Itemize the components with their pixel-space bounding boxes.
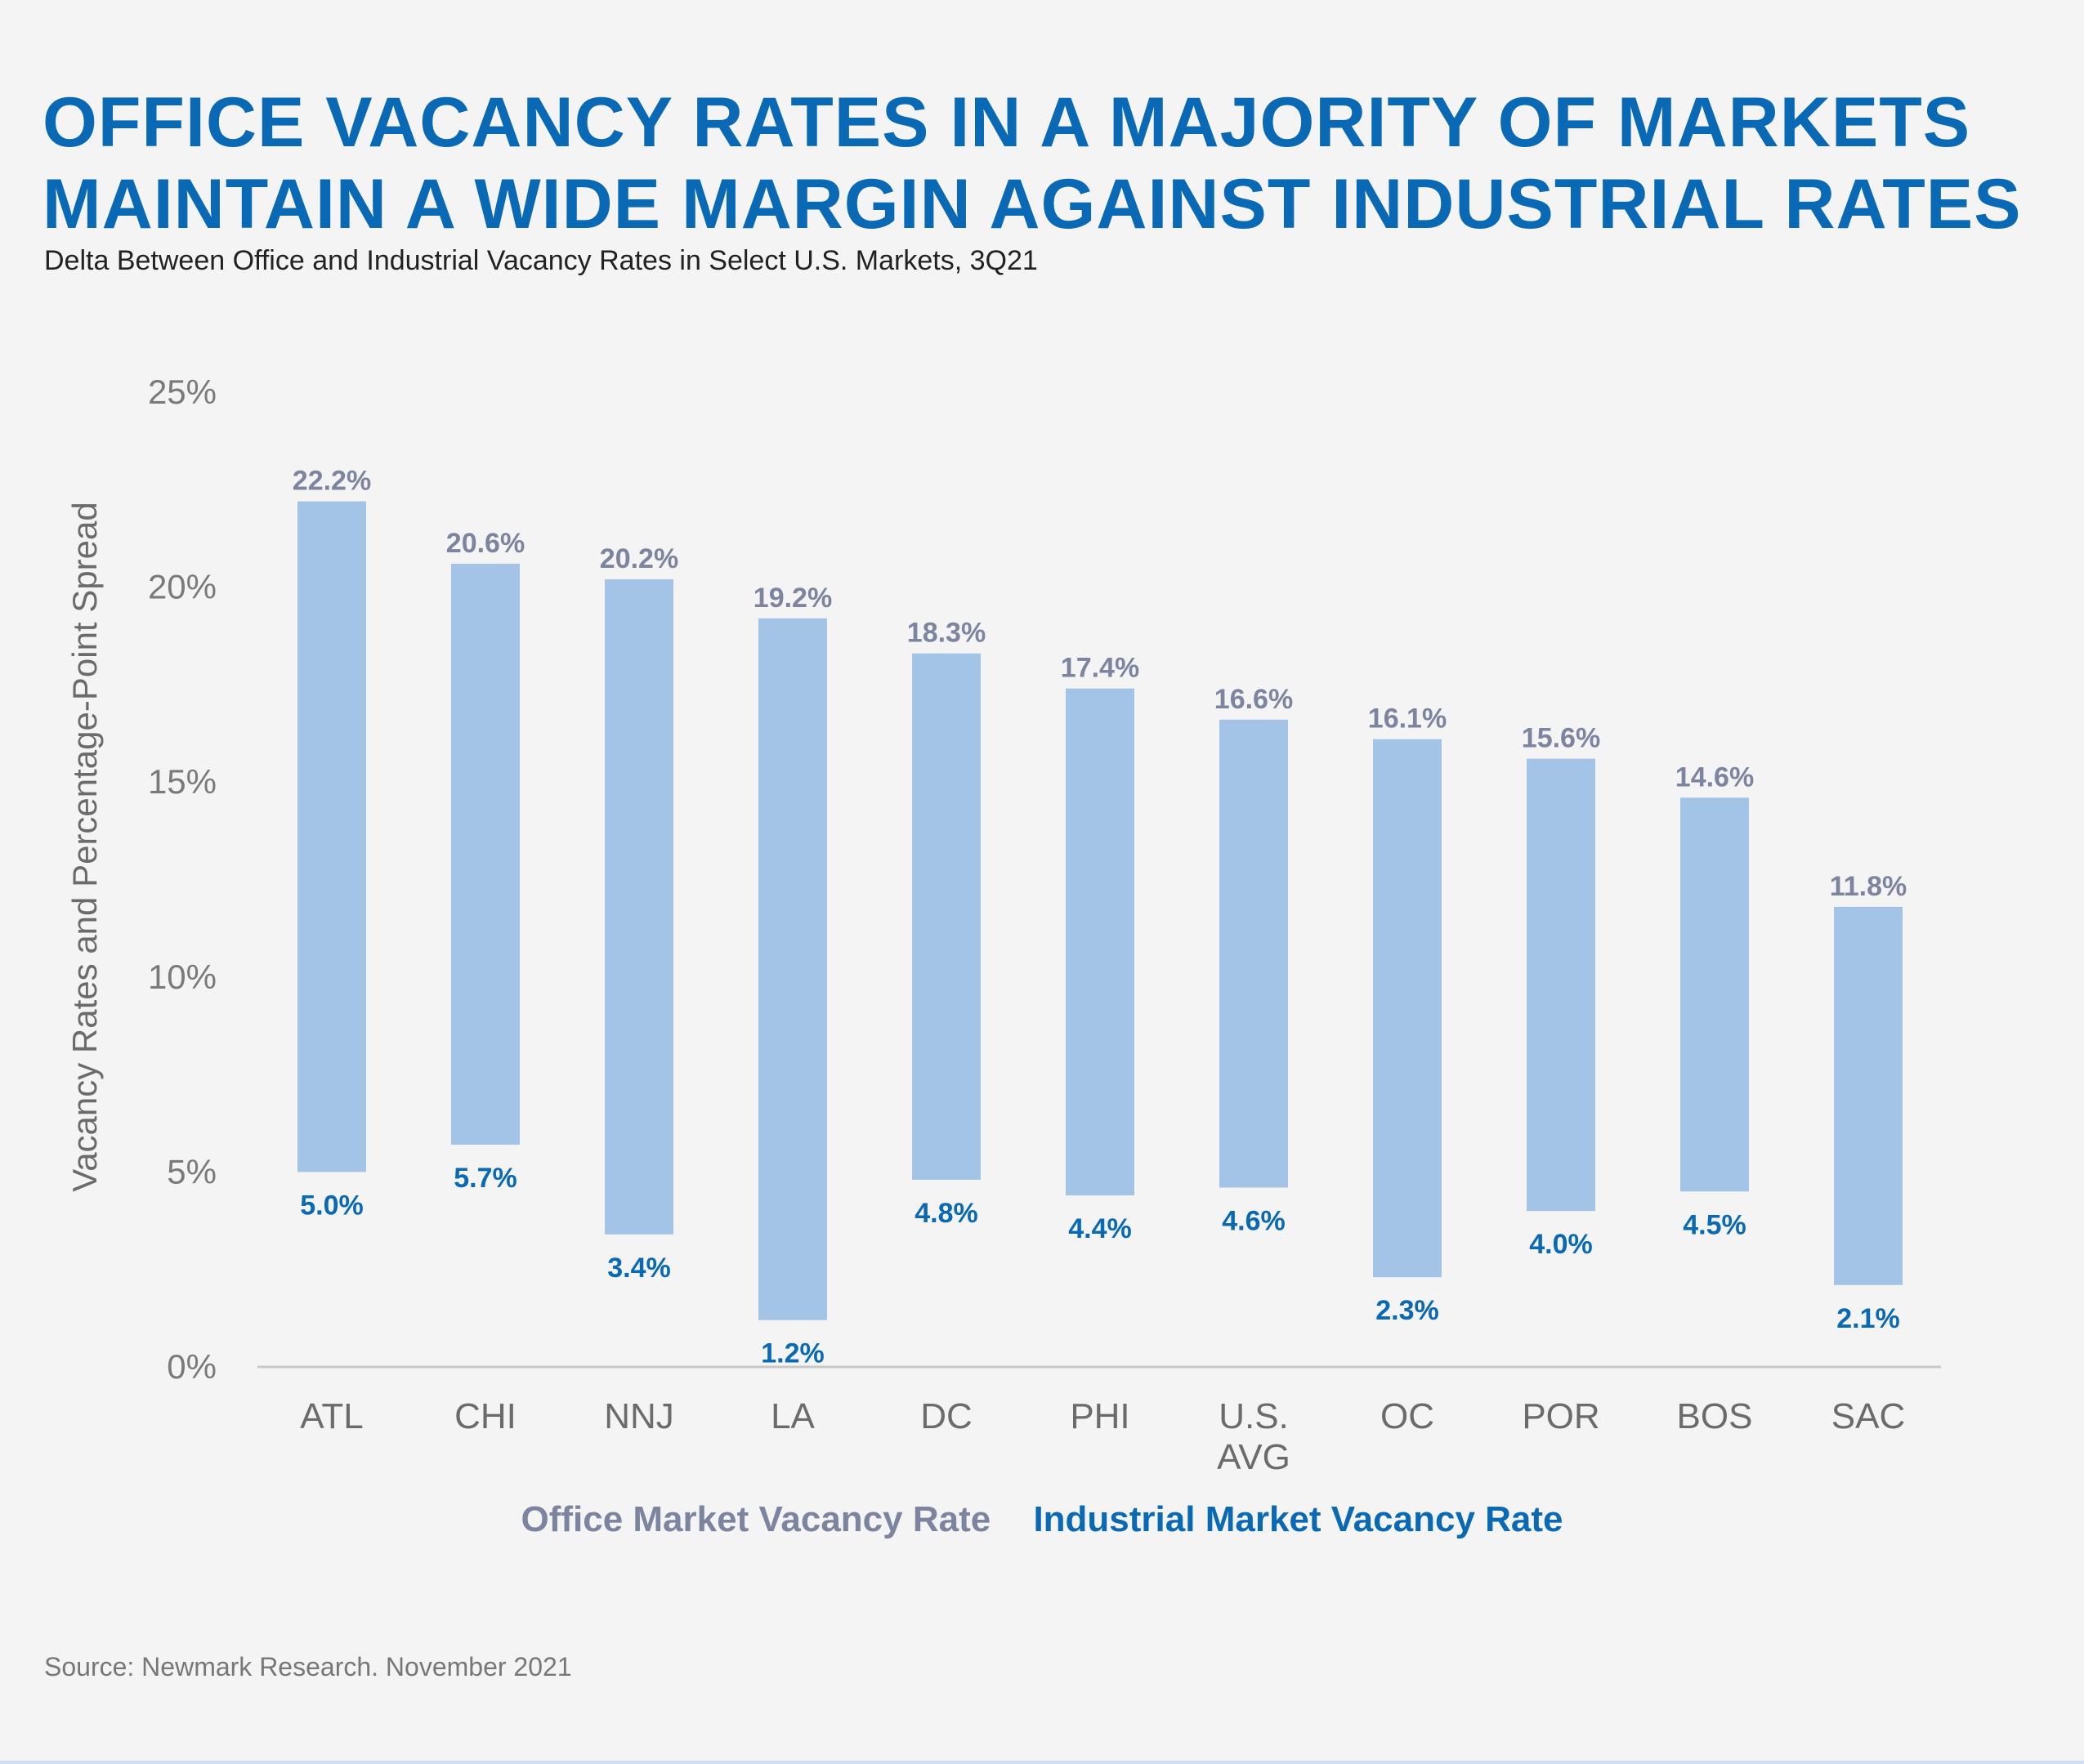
- office-value-label: 20.6%: [446, 528, 525, 559]
- office-value-label: 22.2%: [293, 466, 371, 497]
- office-value-label: 18.3%: [907, 618, 986, 649]
- bar-range: [758, 618, 827, 1320]
- industrial-value-label: 1.2%: [761, 1338, 825, 1369]
- bar-range: [1527, 758, 1595, 1212]
- x-tick-label: PHI: [1070, 1396, 1129, 1436]
- x-tick-label: NNJ: [604, 1396, 674, 1436]
- source-note: Source: Newmark Research. November 2021: [44, 1652, 572, 1681]
- y-tick-label: 15%: [148, 762, 217, 801]
- legend: Office Market Vacancy Rate Industrial Ma…: [0, 1499, 2084, 1540]
- legend-industrial: Industrial Market Vacancy Rate: [1033, 1499, 1563, 1539]
- industrial-value-label: 3.4%: [607, 1253, 671, 1284]
- x-tick-label: SAC: [1831, 1396, 1905, 1436]
- office-value-label: 19.2%: [754, 583, 832, 614]
- chart-subtitle: Delta Between Office and Industrial Vaca…: [44, 245, 1038, 276]
- bar-range: [1834, 906, 1903, 1285]
- x-tick-label: AVG: [1217, 1437, 1290, 1477]
- y-tick-label: 0%: [167, 1347, 217, 1386]
- office-value-label: 14.6%: [1675, 761, 1754, 793]
- office-value-label: 17.4%: [1061, 653, 1139, 684]
- vacancy-chart: 0% 5% 10% 15% 20% 25% Vacancy Rates and Percen…: [65, 373, 1941, 1477]
- bar-range: [297, 501, 366, 1172]
- x-tick-label: DC: [920, 1396, 973, 1436]
- y-axis-label: Vacancy Rates and Percentage-Point Sprea…: [65, 502, 104, 1191]
- industrial-value-label: 2.3%: [1375, 1295, 1439, 1326]
- bar-range: [912, 653, 981, 1180]
- office-value-label: 11.8%: [1830, 871, 1907, 902]
- industrial-value-label: 5.0%: [300, 1190, 364, 1221]
- bar-range: [1680, 797, 1749, 1192]
- bottom-rule: [0, 1761, 2084, 1764]
- chart-title: OFFICE VACANCY RATES IN A MAJORITY OF MA…: [42, 82, 2045, 245]
- y-tick-label: 25%: [148, 373, 217, 411]
- industrial-value-label: 4.8%: [915, 1198, 978, 1229]
- legend-office: Office Market Vacancy Rate: [521, 1499, 991, 1539]
- x-tick-label: CHI: [454, 1396, 517, 1436]
- bar-range: [1373, 739, 1442, 1278]
- bar-range: [605, 579, 673, 1235]
- bar-range: [1219, 719, 1288, 1188]
- x-tick-label: POR: [1522, 1396, 1599, 1436]
- x-tick-label: BOS: [1677, 1396, 1753, 1436]
- title-line-1: OFFICE VACANCY RATES IN A MAJORITY OF MA…: [42, 83, 1971, 162]
- office-value-label: 15.6%: [1522, 723, 1600, 754]
- bar-range: [451, 563, 520, 1145]
- industrial-value-label: 4.0%: [1529, 1229, 1593, 1260]
- industrial-value-label: 5.7%: [454, 1163, 517, 1194]
- y-tick-label: 10%: [148, 958, 217, 996]
- x-tick-label: LA: [771, 1396, 815, 1436]
- y-tick-label: 20%: [148, 568, 217, 606]
- x-tick-label: U.S.: [1219, 1396, 1289, 1436]
- office-value-label: 16.6%: [1214, 684, 1293, 715]
- x-tick-label: ATL: [300, 1396, 363, 1436]
- office-value-label: 20.2%: [600, 543, 678, 574]
- industrial-value-label: 2.1%: [1836, 1303, 1900, 1334]
- office-value-label: 16.1%: [1368, 703, 1447, 735]
- x-tick-label: OC: [1380, 1396, 1434, 1436]
- industrial-value-label: 4.5%: [1683, 1209, 1746, 1240]
- industrial-value-label: 4.4%: [1068, 1213, 1132, 1244]
- y-tick-label: 5%: [167, 1152, 217, 1190]
- title-line-2: MAINTAIN A WIDE MARGIN AGAINST INDUSTRIA…: [42, 165, 2022, 243]
- bar-range: [1066, 688, 1134, 1196]
- industrial-value-label: 4.6%: [1222, 1205, 1286, 1236]
